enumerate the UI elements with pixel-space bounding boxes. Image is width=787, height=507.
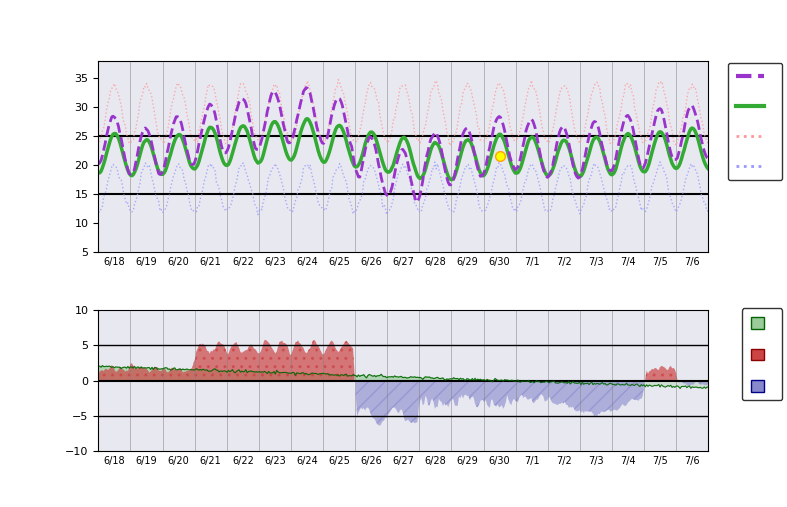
Legend: , , : , , bbox=[742, 308, 782, 401]
Legend: , , , : , , , bbox=[728, 62, 782, 180]
